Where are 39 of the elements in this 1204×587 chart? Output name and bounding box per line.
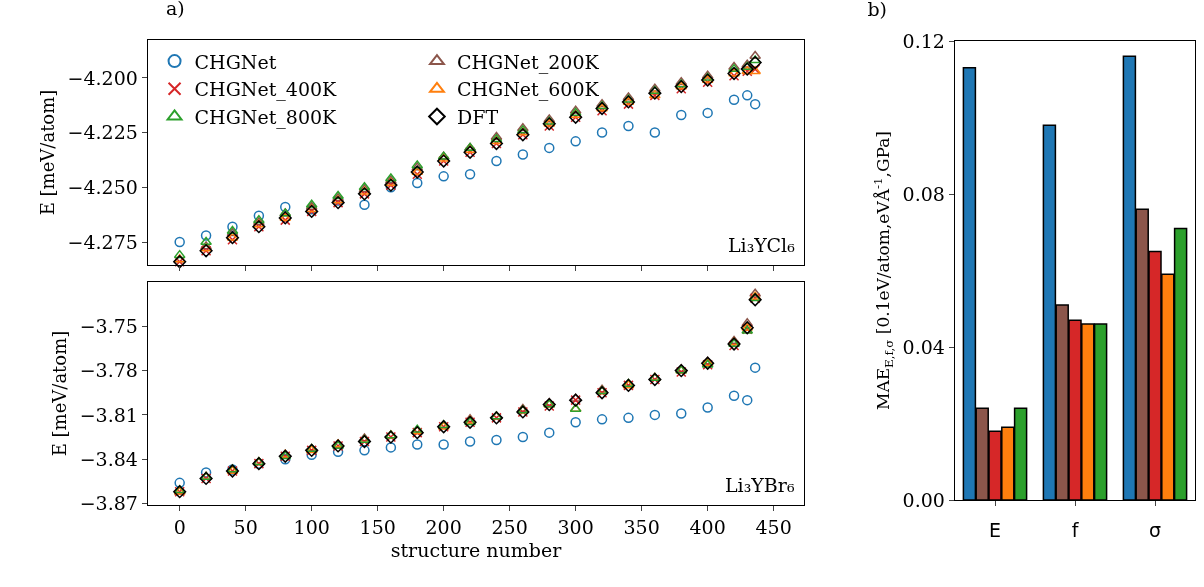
x-tick-label: 300 [557, 516, 594, 539]
y-tick-label: 0.04 [902, 335, 945, 358]
y-axis-title: E [meV/atom] [49, 330, 71, 457]
x-tick-label: f [1071, 519, 1080, 542]
annotation: Li₃YCl₆ [728, 234, 796, 256]
y-tick-label: 0.12 [902, 29, 945, 52]
x-tick-label: 450 [755, 516, 792, 539]
y-tick-label: 0.08 [902, 182, 945, 205]
legend-label: CHGNet [194, 50, 277, 73]
chart-title: b) [867, 0, 887, 21]
y-tick-label: −4.225 [67, 121, 138, 144]
y-tick-label: −3.75 [79, 314, 138, 337]
legend-label: CHGNet_400K [194, 78, 338, 102]
x-axis-title: structure number [390, 538, 563, 561]
x-tick-label: 50 [233, 516, 258, 539]
x-tick-label: 350 [623, 516, 660, 539]
y-axis-title: E [meV/atom] [36, 89, 58, 216]
legend-label: CHGNet_600K [456, 78, 600, 102]
y-tick-label: −3.87 [79, 492, 138, 515]
y-tick-label: −3.81 [79, 403, 138, 426]
x-tick-label: 400 [689, 516, 726, 539]
x-tick-label: 200 [425, 516, 462, 539]
y-tick-label: −4.275 [67, 230, 138, 253]
x-tick-label: 100 [293, 516, 330, 539]
legend-label: DFT [456, 105, 499, 128]
legend-label: CHGNet_200K [456, 50, 600, 74]
y-tick-label: −4.250 [67, 175, 138, 198]
x-tick-label: 250 [491, 516, 528, 539]
y-tick-label: −4.200 [67, 66, 138, 89]
x-tick-label: E [988, 519, 1002, 542]
x-tick-label: 0 [173, 516, 186, 539]
x-tick-label: 150 [359, 516, 396, 539]
y-tick-label: −3.78 [79, 359, 138, 382]
y-tick-label: −3.84 [79, 447, 138, 470]
chart-title: a) [166, 0, 185, 19]
x-tick-label: σ [1148, 519, 1162, 542]
legend-label: CHGNet_800K [194, 105, 338, 129]
annotation: Li₃YBr₆ [725, 474, 795, 496]
y-tick-label: 0.00 [902, 488, 945, 511]
